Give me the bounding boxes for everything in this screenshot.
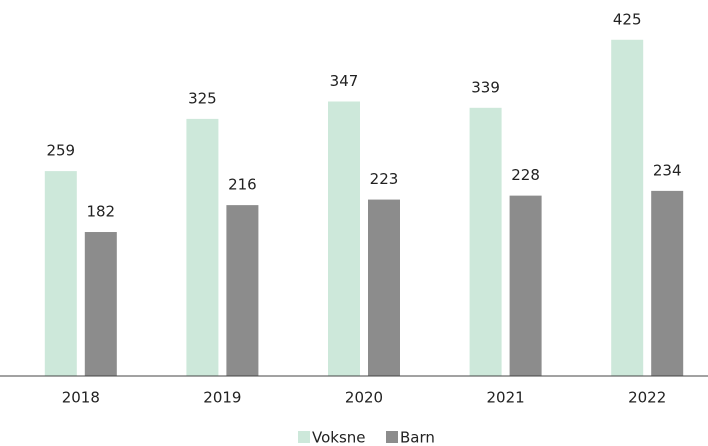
value-label: 339	[471, 78, 500, 96]
legend-label: Voksne	[312, 429, 366, 446]
x-tick-label: 2022	[628, 389, 666, 407]
bar	[328, 101, 360, 377]
value-label: 425	[613, 10, 642, 28]
bar	[84, 232, 117, 376]
legend-label: Barn	[400, 429, 435, 446]
x-tick-label: 2021	[487, 389, 525, 407]
value-label: 259	[46, 142, 75, 160]
x-tick-label: 2018	[62, 389, 100, 407]
x-tick-label: 2019	[203, 389, 241, 407]
value-label: 234	[653, 161, 682, 179]
legend-swatch	[386, 431, 398, 443]
legend-swatch	[298, 431, 310, 443]
value-label: 223	[370, 170, 399, 188]
bar	[469, 107, 502, 377]
value-label: 228	[511, 166, 540, 184]
bar	[651, 190, 684, 376]
bar	[509, 195, 542, 376]
x-tick-label: 2020	[345, 389, 383, 407]
bar	[611, 39, 644, 377]
value-label: 347	[330, 72, 359, 90]
bar	[186, 118, 219, 376]
value-label: 182	[86, 203, 115, 221]
value-label: 325	[188, 89, 217, 107]
bar	[226, 205, 259, 376]
bar	[44, 171, 77, 376]
bar	[368, 199, 400, 376]
value-label: 216	[228, 176, 257, 194]
